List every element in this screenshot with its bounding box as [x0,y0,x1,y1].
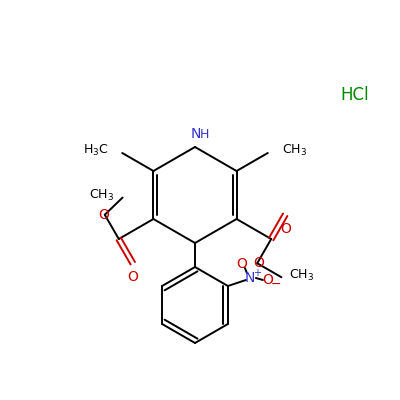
Text: O: O [253,256,264,270]
Text: −: − [271,278,281,290]
Text: CH$_3$: CH$_3$ [282,142,307,158]
Text: CH$_3$: CH$_3$ [90,188,114,203]
Text: +: + [253,268,261,278]
Text: HCl: HCl [341,86,369,104]
Text: O: O [98,208,109,222]
Text: O: O [127,270,138,284]
Text: H: H [199,128,209,140]
Text: O: O [236,257,247,271]
Text: N: N [245,271,255,285]
Text: H$_3$C: H$_3$C [83,142,108,158]
Text: N: N [191,127,201,141]
Text: O: O [280,222,291,236]
Text: CH$_3$: CH$_3$ [290,268,314,283]
Text: O: O [262,273,273,287]
